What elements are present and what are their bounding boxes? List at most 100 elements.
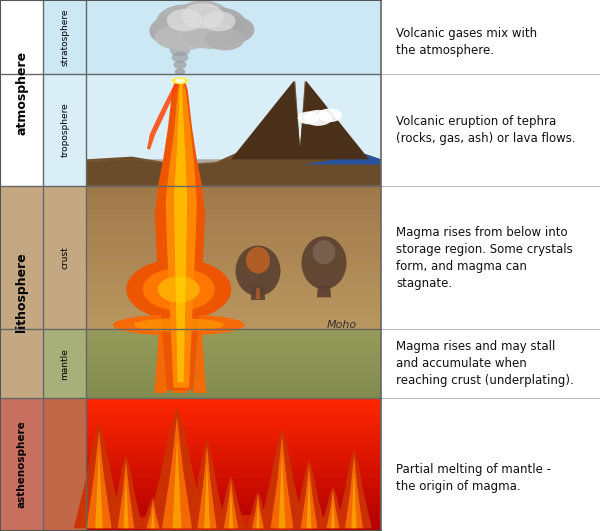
- Bar: [86, 456, 381, 460]
- Polygon shape: [95, 449, 103, 528]
- Polygon shape: [118, 460, 134, 528]
- Bar: [86, 364, 381, 366]
- Bar: [86, 345, 381, 348]
- Polygon shape: [174, 83, 187, 382]
- Bar: [86, 350, 381, 352]
- Polygon shape: [166, 82, 197, 388]
- Bar: [86, 352, 381, 355]
- Text: asthenosphere: asthenosphere: [17, 421, 26, 509]
- Bar: [86, 487, 381, 491]
- Polygon shape: [197, 446, 217, 528]
- Bar: [86, 522, 381, 527]
- Bar: [43, 74, 86, 186]
- Polygon shape: [162, 416, 192, 528]
- Bar: [86, 375, 381, 378]
- Bar: [86, 451, 381, 456]
- Bar: [86, 296, 381, 301]
- Bar: [86, 253, 381, 258]
- Polygon shape: [86, 82, 381, 166]
- Bar: [86, 393, 381, 396]
- Polygon shape: [307, 477, 311, 528]
- Ellipse shape: [313, 240, 335, 264]
- Bar: [86, 382, 381, 384]
- Ellipse shape: [183, 22, 237, 49]
- Bar: [86, 407, 381, 412]
- Bar: [86, 442, 381, 447]
- Bar: [86, 305, 381, 310]
- Bar: [86, 438, 381, 442]
- Bar: [86, 301, 381, 305]
- Bar: [86, 277, 381, 281]
- Bar: [86, 369, 381, 371]
- Bar: [43, 0, 86, 74]
- Bar: [86, 191, 381, 195]
- Polygon shape: [193, 329, 206, 393]
- Bar: [86, 324, 381, 329]
- Bar: [86, 482, 381, 487]
- Bar: [86, 238, 381, 243]
- Bar: [86, 310, 381, 315]
- Text: Volcanic gases mix with
the atmosphere.: Volcanic gases mix with the atmosphere.: [396, 28, 537, 57]
- Polygon shape: [109, 454, 143, 528]
- Polygon shape: [336, 449, 372, 528]
- Bar: [86, 0, 381, 74]
- Polygon shape: [252, 494, 264, 528]
- Polygon shape: [292, 459, 326, 528]
- Bar: [86, 74, 381, 186]
- Ellipse shape: [156, 4, 216, 40]
- Bar: [86, 504, 381, 509]
- Polygon shape: [217, 475, 245, 528]
- Text: stratosphere: stratosphere: [60, 8, 70, 66]
- Ellipse shape: [126, 259, 232, 320]
- Bar: [86, 348, 381, 350]
- Bar: [86, 267, 381, 272]
- Polygon shape: [320, 486, 346, 528]
- Bar: [86, 334, 381, 336]
- Ellipse shape: [175, 68, 185, 75]
- Polygon shape: [173, 438, 182, 528]
- Ellipse shape: [134, 318, 224, 331]
- Bar: [86, 229, 381, 234]
- Bar: [86, 248, 381, 253]
- Bar: [86, 509, 381, 513]
- Bar: [86, 359, 381, 362]
- Ellipse shape: [246, 247, 270, 273]
- Polygon shape: [256, 288, 260, 299]
- Polygon shape: [317, 286, 331, 297]
- Bar: [86, 291, 381, 296]
- Text: Moho: Moho: [327, 320, 357, 330]
- Bar: [86, 402, 381, 407]
- Bar: [86, 338, 381, 341]
- Bar: [86, 341, 381, 343]
- Bar: [86, 380, 381, 382]
- Polygon shape: [86, 81, 381, 186]
- Bar: [0, 186, 43, 398]
- Ellipse shape: [175, 1, 232, 38]
- Bar: [86, 234, 381, 238]
- Bar: [86, 243, 381, 248]
- Bar: [86, 434, 381, 438]
- Bar: [86, 281, 381, 286]
- Ellipse shape: [205, 28, 245, 50]
- Polygon shape: [155, 81, 205, 390]
- Polygon shape: [204, 461, 210, 528]
- Text: Magma rises and may stall
and accumulate when
reaching crust (underplating).: Magma rises and may stall and accumulate…: [396, 340, 574, 387]
- Bar: [86, 331, 381, 334]
- Bar: [86, 215, 381, 219]
- Polygon shape: [301, 465, 317, 528]
- Bar: [86, 387, 381, 389]
- Bar: [86, 357, 381, 359]
- Text: mantle: mantle: [60, 348, 70, 380]
- Bar: [86, 355, 381, 357]
- Polygon shape: [146, 499, 160, 528]
- Bar: [86, 429, 381, 434]
- Bar: [86, 362, 381, 364]
- Bar: [86, 474, 381, 478]
- Polygon shape: [147, 81, 180, 150]
- Ellipse shape: [172, 77, 188, 84]
- Bar: [86, 391, 381, 393]
- Polygon shape: [278, 453, 286, 528]
- Bar: [43, 329, 86, 398]
- Bar: [86, 272, 381, 277]
- Bar: [86, 371, 381, 373]
